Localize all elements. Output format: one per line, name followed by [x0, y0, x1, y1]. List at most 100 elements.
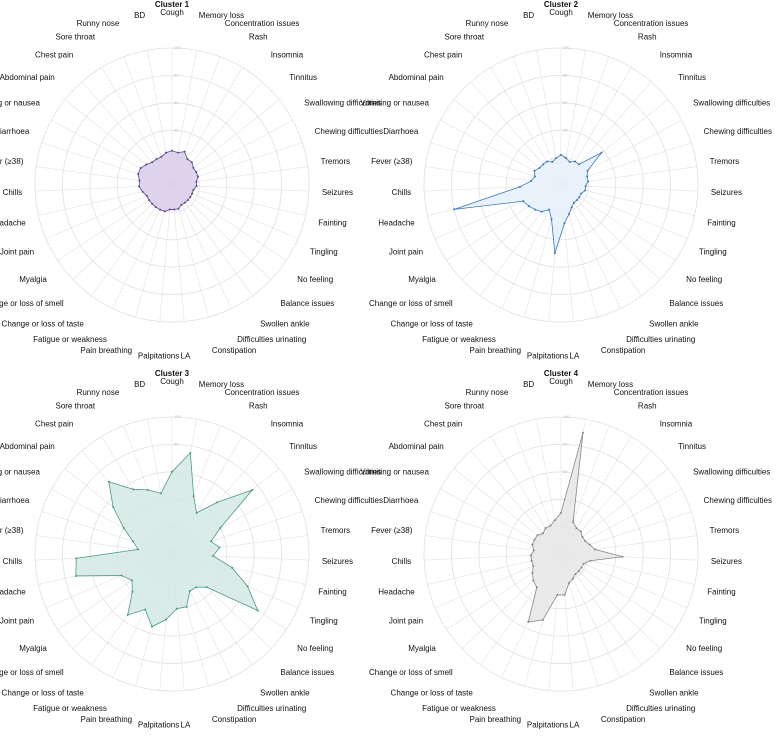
category-label: Joint pain — [389, 248, 423, 257]
grid-ring — [505, 129, 617, 241]
radar-point — [527, 205, 530, 208]
category-label: Cough — [549, 377, 573, 386]
category-label: Insomnia — [271, 420, 304, 429]
radar-point — [195, 185, 198, 188]
radar-point — [186, 199, 189, 202]
radar-point — [107, 480, 110, 483]
radar-point — [522, 200, 525, 203]
category-label: Insomnia — [271, 51, 304, 60]
radar-point — [195, 511, 198, 514]
category-label: No feeling — [686, 644, 722, 653]
radar-point — [532, 579, 535, 582]
chart-title: Cluster 4 — [544, 369, 579, 378]
radar-point — [541, 163, 544, 166]
radar-point — [75, 557, 78, 560]
grid-ring — [89, 102, 255, 268]
radar-point — [534, 208, 537, 211]
radar-point — [112, 506, 115, 509]
radar-point — [568, 213, 571, 216]
radar-point — [150, 625, 153, 628]
category-label: Memory loss — [588, 380, 633, 389]
radar-point — [527, 620, 530, 623]
category-label: Change or loss of smell — [0, 299, 64, 308]
radar-point — [548, 208, 551, 211]
radar-panel: Cluster 1020406080100CoughMemory lossCon… — [0, 0, 383, 360]
r-tick-label: 100 — [174, 414, 181, 419]
grid-ring — [62, 75, 282, 295]
radar-point — [581, 535, 584, 538]
category-label: Cough — [160, 8, 184, 17]
radar-point — [549, 524, 552, 527]
grid-ring — [478, 471, 644, 637]
radar-point — [577, 570, 580, 573]
category-label: Runny nose — [466, 388, 509, 397]
radar-point — [195, 180, 198, 183]
radar-point — [195, 586, 198, 589]
radar-point — [212, 554, 215, 557]
radar-point — [151, 202, 154, 205]
radar-point — [197, 175, 200, 178]
radar-point — [145, 194, 148, 197]
category-label: Change or loss of smell — [369, 299, 453, 308]
radar-point — [148, 199, 151, 202]
chart-title: Cluster 3 — [155, 369, 190, 378]
category-label: Tinnitus — [289, 73, 317, 82]
category-label: Cough — [160, 377, 184, 386]
chart-title: Cluster 2 — [544, 0, 579, 9]
category-label: Swallowing difficulties — [693, 99, 770, 108]
category-label: Swallowing difficulties — [304, 99, 381, 108]
category-label: Fainting — [707, 587, 735, 596]
r-tick-label: 40 — [563, 127, 568, 132]
category-label: Abdominal pain — [389, 73, 444, 82]
r-tick-label: 100 — [563, 45, 570, 50]
radar-point — [575, 527, 578, 530]
category-label: Insomnia — [660, 51, 693, 60]
grid-ring — [423, 47, 699, 323]
radar-point — [541, 532, 544, 535]
radar-point — [120, 574, 123, 577]
category-label: Concentration issues — [225, 388, 300, 397]
radar-point — [122, 527, 125, 530]
radar-point — [195, 171, 198, 174]
radar-point — [189, 196, 192, 199]
radar-point — [556, 593, 559, 596]
category-label: LA — [181, 720, 191, 729]
radar-point — [163, 210, 166, 213]
grid-ring — [451, 75, 671, 295]
radar-point — [531, 571, 534, 574]
radar-point — [219, 527, 222, 530]
category-label: Seizures — [711, 557, 742, 566]
category-label: Runny nose — [466, 19, 509, 28]
category-label: Tingling — [310, 617, 338, 626]
category-label: Rash — [638, 401, 657, 410]
radar-point — [584, 189, 587, 192]
category-label: Fatigue or weakness — [422, 335, 496, 344]
radar-point — [570, 206, 573, 209]
radar-point — [218, 546, 221, 549]
category-label: Memory loss — [588, 11, 633, 20]
radar-area — [137, 150, 199, 212]
category-label: Change or loss of taste — [2, 319, 85, 328]
category-label: Tremors — [710, 157, 739, 166]
category-label: Cough — [549, 8, 573, 17]
radar-point — [584, 540, 587, 543]
category-label: Swallowing difficulties — [304, 468, 381, 477]
category-label: Swollen ankle — [649, 319, 699, 328]
category-label: Pain breathing — [81, 715, 133, 724]
category-label: Difficulties urinating — [626, 335, 695, 344]
category-label: BD — [523, 380, 534, 389]
radar-point — [564, 157, 567, 160]
radar-point — [545, 160, 548, 163]
radar-point — [560, 511, 562, 514]
radar-point — [185, 605, 188, 608]
category-label: Tingling — [699, 617, 727, 626]
radar-point — [160, 155, 163, 158]
category-label: Pain breathing — [470, 346, 522, 355]
radar-point — [538, 166, 541, 169]
category-label: Chest pain — [424, 51, 462, 60]
radar-point — [141, 190, 144, 193]
radar-point — [553, 252, 556, 255]
category-label: Vomiting or nausea — [0, 468, 40, 477]
category-label: Joint pain — [0, 248, 34, 257]
